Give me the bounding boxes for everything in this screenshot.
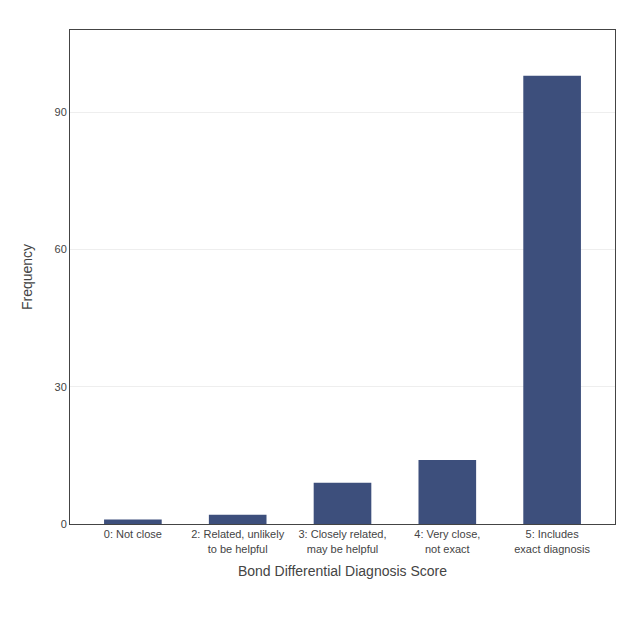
svg-text:Frequency: Frequency (19, 244, 35, 310)
svg-text:2: Related, unlikelyto be help: 2: Related, unlikelyto be helpful (191, 528, 284, 554)
svg-text:60: 60 (55, 243, 67, 255)
svg-text:4: Very close,not exact: 4: Very close,not exact (414, 528, 480, 554)
svg-text:0: Not close: 0: Not close (104, 528, 162, 540)
svg-text:90: 90 (55, 106, 67, 118)
svg-text:30: 30 (55, 381, 67, 393)
svg-text:0: 0 (61, 518, 67, 530)
svg-text:Bond Differential Diagnosis Sc: Bond Differential Diagnosis Score (238, 563, 447, 579)
svg-text:3: Closely related,may be help: 3: Closely related,may be helpful (298, 528, 386, 554)
svg-text:5: Includesexact diagnosis: 5: Includesexact diagnosis (514, 528, 590, 554)
